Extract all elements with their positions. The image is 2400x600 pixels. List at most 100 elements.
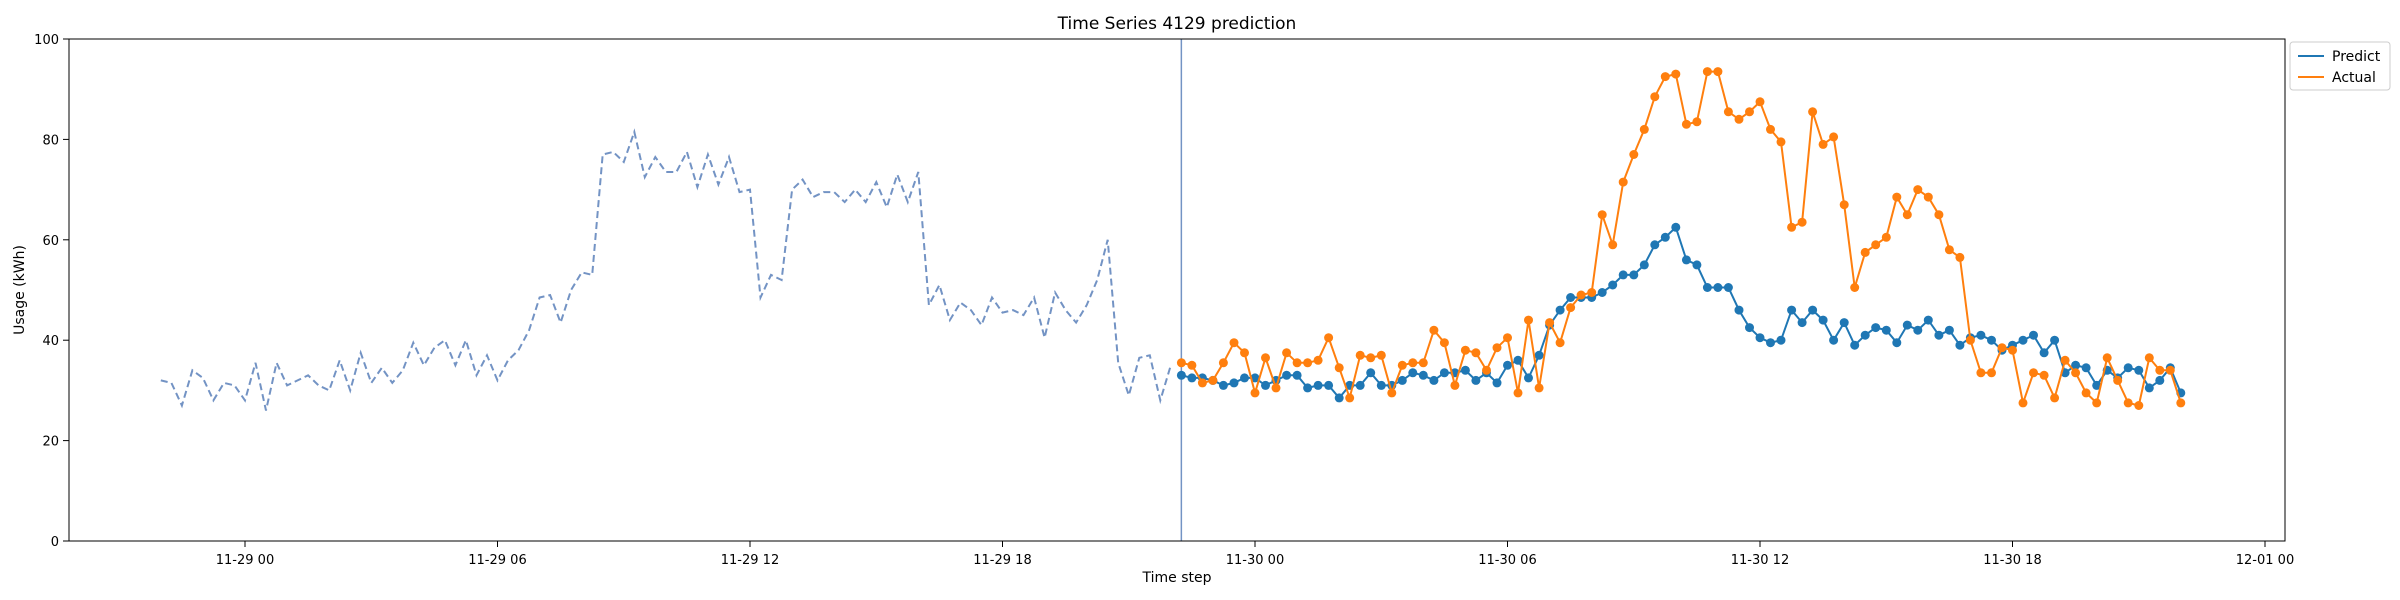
predict-point (1734, 305, 1744, 315)
predict-point (1566, 293, 1576, 302)
actual-point (1955, 252, 1965, 262)
predict-point (1303, 383, 1313, 393)
actual-point (1797, 217, 1807, 227)
actual-point (1197, 378, 1207, 388)
predict-point (1355, 380, 1365, 390)
actual-point (1408, 358, 1418, 368)
actual-point (2092, 398, 2102, 408)
predict-point (1229, 378, 1239, 388)
predict-point (2155, 375, 2165, 385)
plot-frame (68, 38, 2286, 542)
actual-point (1545, 318, 1555, 328)
predict-point (1902, 320, 1912, 330)
predict-point (1944, 325, 1954, 335)
predict-point (2050, 335, 2060, 345)
actual-point (1681, 119, 1691, 129)
predict-point (1439, 368, 1449, 378)
actual-point (1997, 343, 2007, 353)
predict-point (1492, 378, 1502, 388)
x-tick-label: 12-01 00 (2236, 553, 2294, 568)
predict-point (1818, 315, 1828, 325)
y-tick-label: 20 (42, 435, 59, 450)
actual-point (1766, 124, 1775, 134)
actual-point (2113, 375, 2123, 385)
x-tick-label: 11-30 18 (1983, 553, 2041, 568)
actual-point (1829, 132, 1839, 142)
x-tick-label: 11-30 06 (1478, 553, 1536, 568)
actual-point (2123, 398, 2133, 408)
predict-point (1923, 315, 1933, 325)
history-line (160, 128, 1172, 411)
predict-point (1629, 270, 1639, 280)
predict-point (1366, 368, 1376, 378)
actual-point (1429, 325, 1439, 335)
y-tick-label: 0 (51, 535, 59, 550)
actual-line (1181, 70, 2182, 407)
actual-point (1271, 383, 1281, 393)
actual-point (1240, 348, 1249, 358)
y-tick-label: 60 (42, 234, 59, 249)
actual-point (1923, 192, 1933, 202)
predict-point (1976, 330, 1986, 340)
chart-title: Time Series 4129 prediction (1057, 14, 1297, 34)
actual-point (1787, 222, 1797, 232)
predict-point (1429, 375, 1439, 385)
predict-point (1261, 380, 1270, 390)
y-axis-label: Usage (kWh) (12, 245, 28, 335)
predict-point (1755, 333, 1765, 343)
predict-point (1639, 260, 1649, 270)
actual-point (1345, 393, 1355, 403)
predict-point (1376, 380, 1386, 390)
predict-point (1829, 335, 1839, 345)
actual-point (1860, 247, 1870, 257)
predict-point (1808, 305, 1818, 315)
actual-point (1334, 363, 1344, 373)
actual-point (2029, 368, 2038, 378)
actual-point (1261, 353, 1270, 363)
legend: Predict Actual (2289, 41, 2391, 91)
plot-area (160, 39, 2186, 541)
predict-point (1776, 335, 1786, 345)
actual-point (2176, 398, 2186, 408)
actual-point (2102, 353, 2112, 363)
predict-point (1797, 318, 1807, 328)
actual-point (1566, 303, 1576, 313)
actual-point (1524, 315, 1533, 325)
predict-point (1860, 330, 1870, 340)
predict-point (1397, 375, 1407, 385)
predict-point (1987, 335, 1996, 345)
predict-point (1892, 338, 1902, 348)
predict-point (1534, 350, 1544, 360)
actual-point (1902, 210, 1912, 220)
predict-point (1913, 325, 1923, 335)
actual-point (1934, 210, 1944, 220)
actual-point (1776, 137, 1786, 147)
predict-point (2081, 363, 2091, 373)
actual-point (1482, 365, 1491, 375)
actual-point (1503, 333, 1512, 343)
actual-point (1418, 358, 1428, 368)
predict-point (1787, 305, 1797, 315)
actual-point (1250, 388, 1260, 398)
actual-point (1460, 345, 1470, 355)
predict-point (1713, 283, 1723, 292)
actual-point (1439, 338, 1449, 348)
axes: 0 20 40 60 80 100 11-29 00 11-29 06 11-29 12 11-2… (34, 33, 2294, 568)
actual-point (1324, 333, 1334, 343)
predict-point (1503, 360, 1512, 370)
predict-point (2039, 348, 2049, 358)
predict-point (2029, 330, 2038, 340)
actual-point (1303, 358, 1313, 368)
predict-point (1745, 323, 1754, 333)
predict-point (2071, 360, 2081, 370)
predict-point (2018, 335, 2028, 345)
actual-point (1987, 368, 1996, 378)
actual-point (2071, 368, 2081, 378)
actual-point (1692, 117, 1702, 127)
actual-point (1313, 355, 1323, 365)
actual-point (1608, 240, 1618, 250)
predict-point (2092, 380, 2102, 390)
predict-point (1692, 260, 1702, 270)
predict-point (1618, 270, 1628, 280)
